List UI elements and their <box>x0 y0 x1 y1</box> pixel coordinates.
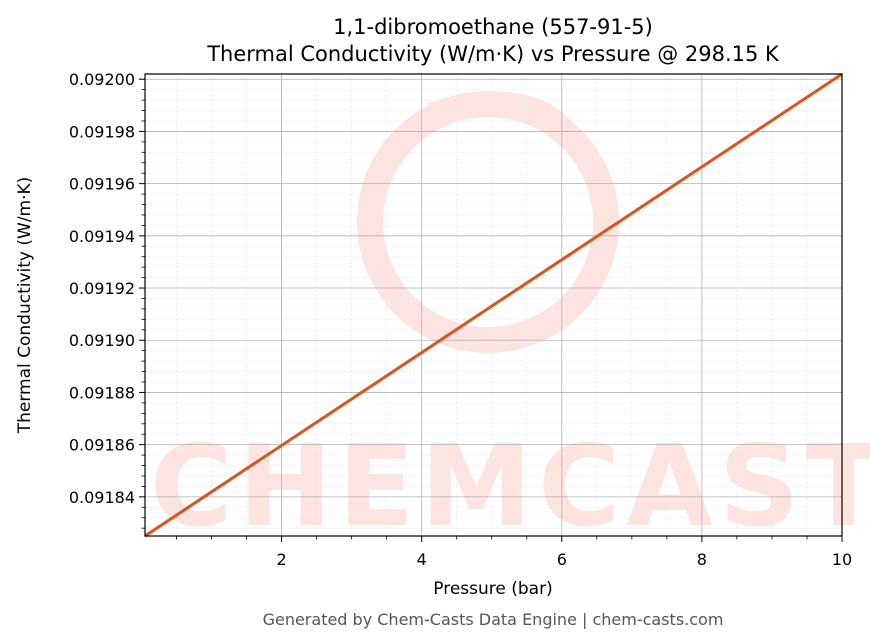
watermark: CHEMCASTS <box>150 91 870 552</box>
y-tick-label: 0.09196 <box>69 175 135 194</box>
y-tick-label: 0.09194 <box>69 227 135 246</box>
series-line <box>144 72 843 538</box>
y-tick-label: 0.09184 <box>69 488 135 507</box>
chart-title: 1,1-dibromoethane (557-91-5) <box>333 15 653 39</box>
x-tick-labels: 2 4 6 8 10 <box>277 550 853 569</box>
x-tick-label: 2 <box>277 550 287 569</box>
x-tick-label: 4 <box>417 550 427 569</box>
y-tick-label: 0.09186 <box>69 436 135 455</box>
series-group <box>144 72 843 538</box>
x-tick-label: 10 <box>832 550 852 569</box>
y-tick-label: 0.09192 <box>69 279 135 298</box>
watermark-logo-icon <box>357 91 619 353</box>
chart-subtitle: Thermal Conductivity (W/m·K) vs Pressure… <box>206 42 780 66</box>
x-tick-label: 8 <box>697 550 707 569</box>
y-tick-label: 0.09198 <box>69 122 135 141</box>
axis-ticks <box>139 78 843 542</box>
y-tick-labels: 0.09184 0.09186 0.09188 0.09190 0.09192 0.091… <box>69 70 135 507</box>
y-tick-label: 0.09200 <box>69 70 135 89</box>
watermark-text: CHEMCASTS <box>150 422 870 552</box>
y-tick-label: 0.09188 <box>69 383 135 402</box>
minor-grid <box>145 74 842 536</box>
y-tick-label: 0.09190 <box>69 331 135 350</box>
plot-frame <box>144 73 843 537</box>
x-tick-label: 6 <box>557 550 567 569</box>
x-axis-label: Pressure (bar) <box>433 579 552 599</box>
y-axis-label: Thermal Conductivity (W/m·K) <box>15 177 35 435</box>
footer-credit: Generated by Chem-Casts Data Engine | ch… <box>263 610 724 629</box>
